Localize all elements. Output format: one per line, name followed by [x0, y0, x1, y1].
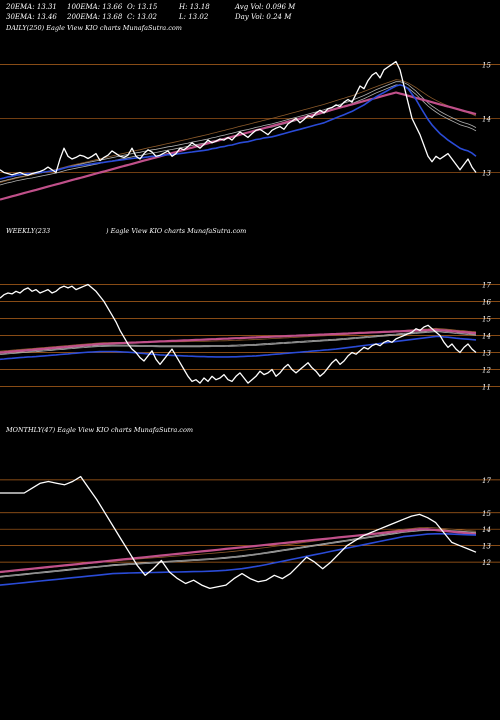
- monthly-panel: 17 15 14 13 12: [0, 475, 500, 590]
- stat-close: C: 13.02: [127, 13, 157, 21]
- daily-aux-line-1: [0, 81, 477, 183]
- monthly-ytick-13: 13: [482, 543, 491, 551]
- monthly-series-price: [0, 475, 477, 590]
- weekly-series-ema-long: [0, 328, 477, 354]
- stat-high: H: 13.18: [179, 3, 210, 11]
- weekly-series-ema-short: [0, 335, 477, 361]
- daily-aux-line-2: [0, 79, 477, 183]
- weekly-ytick-15: 15: [482, 316, 491, 324]
- weekly-panel: 17 16 15 14 13 12 11: [0, 282, 500, 392]
- weekly-ytick-13: 13: [482, 350, 491, 358]
- stat-20ema: 20EMA: 13.31: [6, 3, 57, 11]
- weekly-ytick-16: 16: [482, 299, 491, 307]
- weekly-ytick-12: 12: [482, 367, 491, 375]
- stats-row-2: 30EMA: 13.46 200EMA: 13.68 C: 13.02 L: 1…: [6, 12, 496, 22]
- weekly-aux-line-0: [0, 331, 477, 355]
- monthly-series-ema-short: [0, 533, 477, 586]
- stat-day-vol: Day Vol: 0.24 M: [235, 13, 292, 21]
- stat-100ema: 100EMA: 13.66: [67, 3, 123, 11]
- monthly-series-ema-long: [0, 528, 477, 574]
- daily-series-ema-short: [0, 84, 477, 180]
- daily-series-ema-long: [0, 91, 477, 201]
- stats-row-1: 20EMA: 13.31 100EMA: 13.66 O: 13.15 H: 1…: [6, 2, 496, 12]
- daily-panel: 15 14 13: [0, 60, 500, 201]
- weekly-label-right: ) Eagle View KIO charts MunafaSutra.com: [105, 227, 247, 235]
- daily-panel-label: DAILY(250) Eagle View KIO charts MunafaS…: [6, 24, 182, 32]
- monthly-ytick-15: 15: [482, 510, 491, 518]
- monthly-panel-label: MONTHLY(47) Eagle View KIO charts Munafa…: [6, 426, 194, 434]
- stat-30ema: 30EMA: 13.46: [6, 13, 57, 21]
- monthly-ytick-14: 14: [482, 526, 491, 534]
- weekly-ytick-11: 11: [482, 384, 491, 392]
- stat-avg-vol: Avg Vol: 0.096 M: [235, 3, 296, 11]
- monthly-ytick-17: 17: [482, 477, 491, 485]
- daily-ytick-15: 15: [482, 61, 491, 69]
- stats-header: 20EMA: 13.31 100EMA: 13.66 O: 13.15 H: 1…: [6, 2, 496, 22]
- stat-open: O: 13.15: [127, 3, 158, 11]
- daily-series-price: [0, 60, 477, 176]
- stat-low: L: 13.02: [179, 13, 209, 21]
- weekly-series-price: [0, 283, 477, 384]
- stat-200ema: 200EMA: 13.68: [67, 13, 123, 21]
- weekly-ytick-17: 17: [482, 282, 491, 290]
- monthly-aux-line-0: [0, 529, 477, 578]
- weekly-label-left: WEEKLY(233: [6, 227, 51, 235]
- monthly-ytick-12: 12: [482, 559, 491, 567]
- daily-ytick-14: 14: [482, 115, 491, 123]
- weekly-panel-label: WEEKLY(233 ) Eagle View KIO charts Munaf…: [6, 227, 246, 235]
- weekly-aux-line-1: [0, 330, 477, 354]
- weekly-ytick-14: 14: [482, 333, 491, 341]
- daily-ytick-13: 13: [482, 170, 491, 178]
